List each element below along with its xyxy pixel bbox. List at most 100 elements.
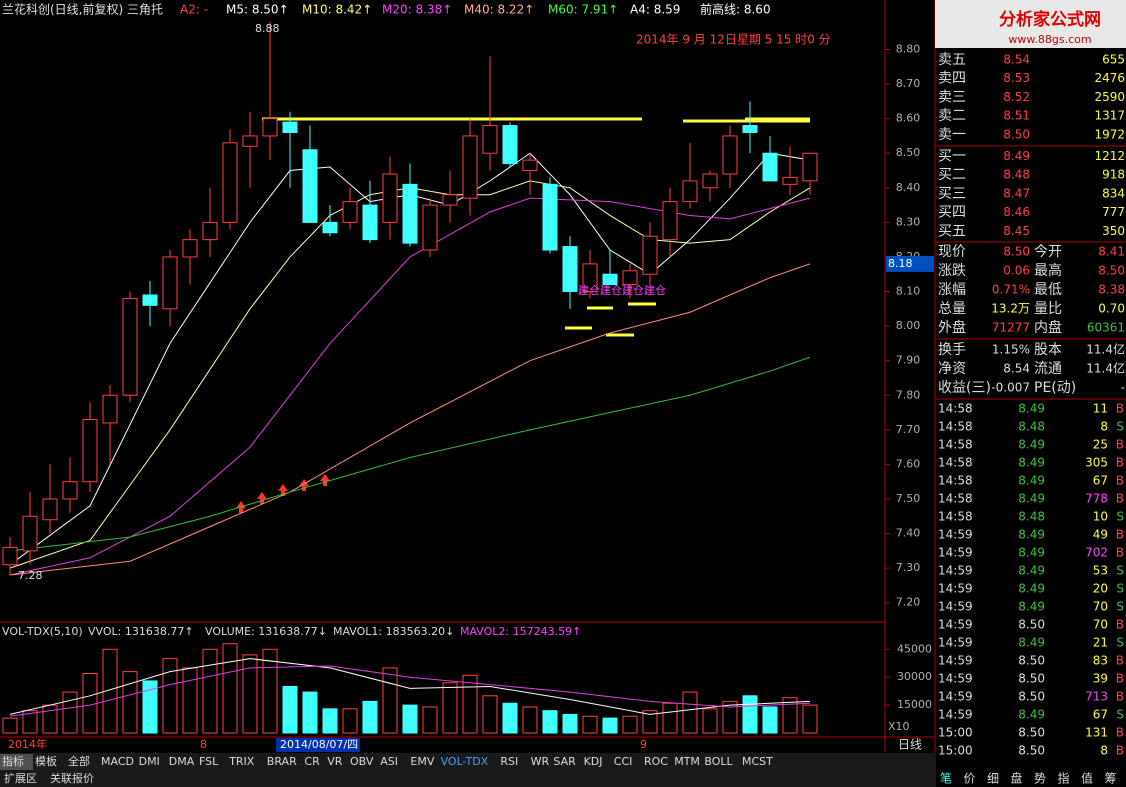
tab[interactable]: VOL-TDX <box>441 755 489 768</box>
tab[interactable]: 模板 <box>35 754 57 768</box>
candle-body <box>702 173 718 189</box>
tab[interactable]: CCI <box>614 755 633 768</box>
right-tab[interactable]: 笔 <box>940 771 952 786</box>
tab[interactable]: 指标 <box>2 754 24 768</box>
tab[interactable]: FSL <box>199 755 219 768</box>
stat-value: 8.38 <box>1098 283 1125 297</box>
header-item: M40: 8.22↑ <box>464 3 534 17</box>
trade-price: 8.49 <box>1018 564 1045 578</box>
x-label: 8 <box>200 738 207 751</box>
order-label: 卖三 <box>938 89 966 105</box>
header-item: A2: - <box>180 3 208 17</box>
y-tick-label: 45000 <box>897 642 932 655</box>
tab[interactable]: OBV <box>350 755 374 768</box>
candle-body <box>362 204 378 241</box>
tab[interactable]: ASI <box>380 755 398 768</box>
tab[interactable]: TRIX <box>228 755 255 768</box>
order-price: 8.53 <box>1003 71 1030 85</box>
volume-bar <box>582 715 598 734</box>
volume-bar <box>722 700 738 734</box>
y-tick-label: 7.90 <box>896 354 921 367</box>
trade-price: 8.49 <box>1018 708 1045 722</box>
volume-bar <box>522 706 538 734</box>
low-label: 7.28 <box>18 569 43 582</box>
volume-bar <box>762 706 778 734</box>
right-tab[interactable]: 盘 <box>1010 771 1022 786</box>
trade-volume: 713 <box>1085 690 1108 704</box>
trade-time: 15:00 <box>938 726 973 740</box>
tab[interactable]: RSI <box>500 755 518 768</box>
header-item: 兰花科创(日线,前复权) 三角托 <box>2 2 163 17</box>
order-label: 买三 <box>938 186 966 202</box>
right-tab[interactable]: 值 <box>1081 771 1093 786</box>
trade-side: S <box>1116 510 1124 524</box>
tab[interactable]: SAR <box>553 755 576 768</box>
candle-body <box>622 270 638 286</box>
ma-line <box>9 263 811 576</box>
candle-body <box>422 204 438 251</box>
candle-body <box>562 246 578 293</box>
header-item: M20: 8.38↑ <box>382 3 452 17</box>
tab[interactable]: EMV <box>410 755 434 768</box>
order-price: 8.47 <box>1003 186 1030 200</box>
tab[interactable]: MCST <box>742 755 773 768</box>
tab[interactable]: WR <box>531 755 550 768</box>
trade-time: 14:59 <box>938 690 973 704</box>
candle-body <box>582 263 598 293</box>
tab[interactable]: DMA <box>169 755 195 768</box>
order-price: 8.49 <box>1003 149 1030 163</box>
right-tab[interactable]: 价 <box>963 772 975 786</box>
trade-time: 15:00 <box>938 744 973 758</box>
right-tab[interactable]: 细 <box>987 772 999 786</box>
order-price: 8.48 <box>1003 168 1030 182</box>
tab-active <box>0 754 33 770</box>
stat-label: 收益(三) <box>938 380 991 396</box>
candle-body <box>42 498 58 521</box>
tab[interactable]: 扩展区 <box>4 771 37 785</box>
tab[interactable]: BRAR <box>267 755 297 768</box>
candle-body <box>182 239 198 258</box>
tab[interactable]: DMI <box>139 755 160 768</box>
tab[interactable]: MTM <box>674 755 700 768</box>
stat-value: 8.41 <box>1098 245 1125 259</box>
y-tick-label: 7.40 <box>896 527 921 540</box>
candle-body <box>802 152 818 182</box>
trade-price: 8.50 <box>1018 672 1045 686</box>
right-tab[interactable]: 筹 <box>1104 772 1116 786</box>
stat-label: 涨幅 <box>938 282 966 298</box>
stat-label: 净资 <box>938 361 966 377</box>
tab[interactable]: KDJ <box>584 755 603 768</box>
reference-lines <box>262 117 810 337</box>
tab[interactable]: MACD <box>101 755 134 768</box>
volume-bar <box>602 717 618 734</box>
trade-time: 14:59 <box>938 600 973 614</box>
annotation: 建仓 <box>600 283 622 297</box>
tab[interactable]: 全部 <box>68 754 90 768</box>
tab[interactable]: ROC <box>644 755 668 768</box>
trade-side: S <box>1116 708 1124 722</box>
stat-label: 量比 <box>1034 301 1062 317</box>
tab[interactable]: VR <box>327 755 343 768</box>
current-price-box <box>886 255 934 272</box>
stat-value: 1.15% <box>992 343 1030 357</box>
volume-bar <box>542 710 558 734</box>
tab[interactable]: CR <box>304 755 320 768</box>
volume-bar <box>242 654 258 734</box>
candle-body <box>682 180 698 203</box>
volume-bar <box>82 672 98 734</box>
trade-side: B <box>1116 528 1124 542</box>
trade-volume: 10 <box>1093 510 1108 524</box>
right-tab[interactable]: 势 <box>1034 772 1046 786</box>
stat-value: 0.70 <box>1098 302 1125 316</box>
right-tab[interactable]: 指 <box>1057 771 1069 786</box>
date-highlight <box>276 738 360 752</box>
x-label: 9 <box>640 738 647 751</box>
tab[interactable]: BOLL <box>704 755 733 768</box>
annotation: 建仓 <box>644 283 666 297</box>
volume-field: MAVOL2: 157243.59↑ <box>460 625 581 638</box>
tab[interactable]: 关联报价 <box>50 771 94 785</box>
stat-value: 11.4亿 <box>1086 342 1125 357</box>
stat-value: 0.71% <box>992 283 1030 297</box>
y-tick-label: 8.00 <box>896 319 921 332</box>
